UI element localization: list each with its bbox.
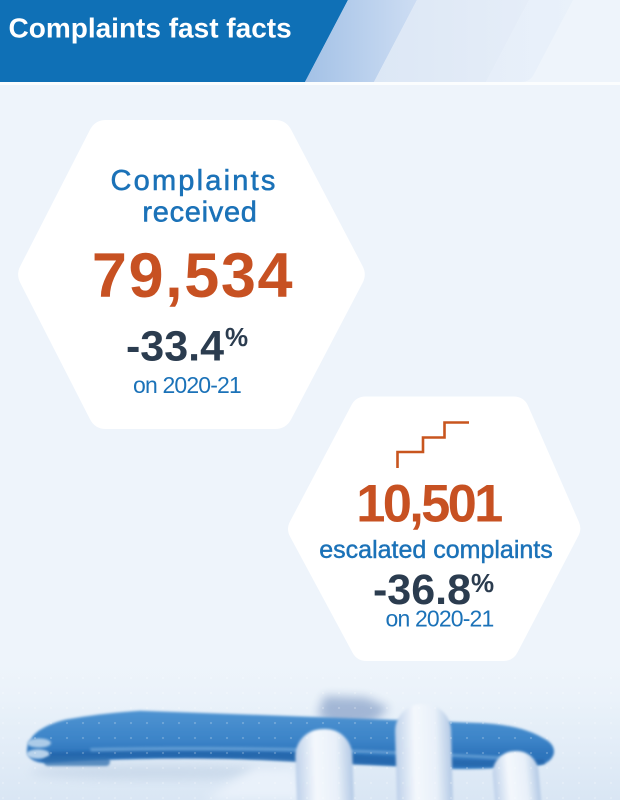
- svg-text:on 2020-21: on 2020-21: [133, 372, 241, 398]
- svg-text:-36.8: -36.8: [373, 566, 471, 614]
- svg-text:%: %: [225, 322, 248, 352]
- svg-text:79,534: 79,534: [92, 241, 294, 311]
- svg-text:Complaints: Complaints: [110, 165, 277, 197]
- svg-text:received: received: [142, 197, 257, 229]
- svg-text:escalated complaints: escalated complaints: [319, 536, 552, 564]
- svg-text:%: %: [471, 568, 494, 598]
- svg-text:10,501: 10,501: [356, 475, 502, 534]
- svg-text:Complaints fast facts: Complaints fast facts: [9, 13, 292, 44]
- svg-text:-33.4: -33.4: [126, 322, 224, 370]
- svg-text:on 2020-21: on 2020-21: [386, 606, 494, 632]
